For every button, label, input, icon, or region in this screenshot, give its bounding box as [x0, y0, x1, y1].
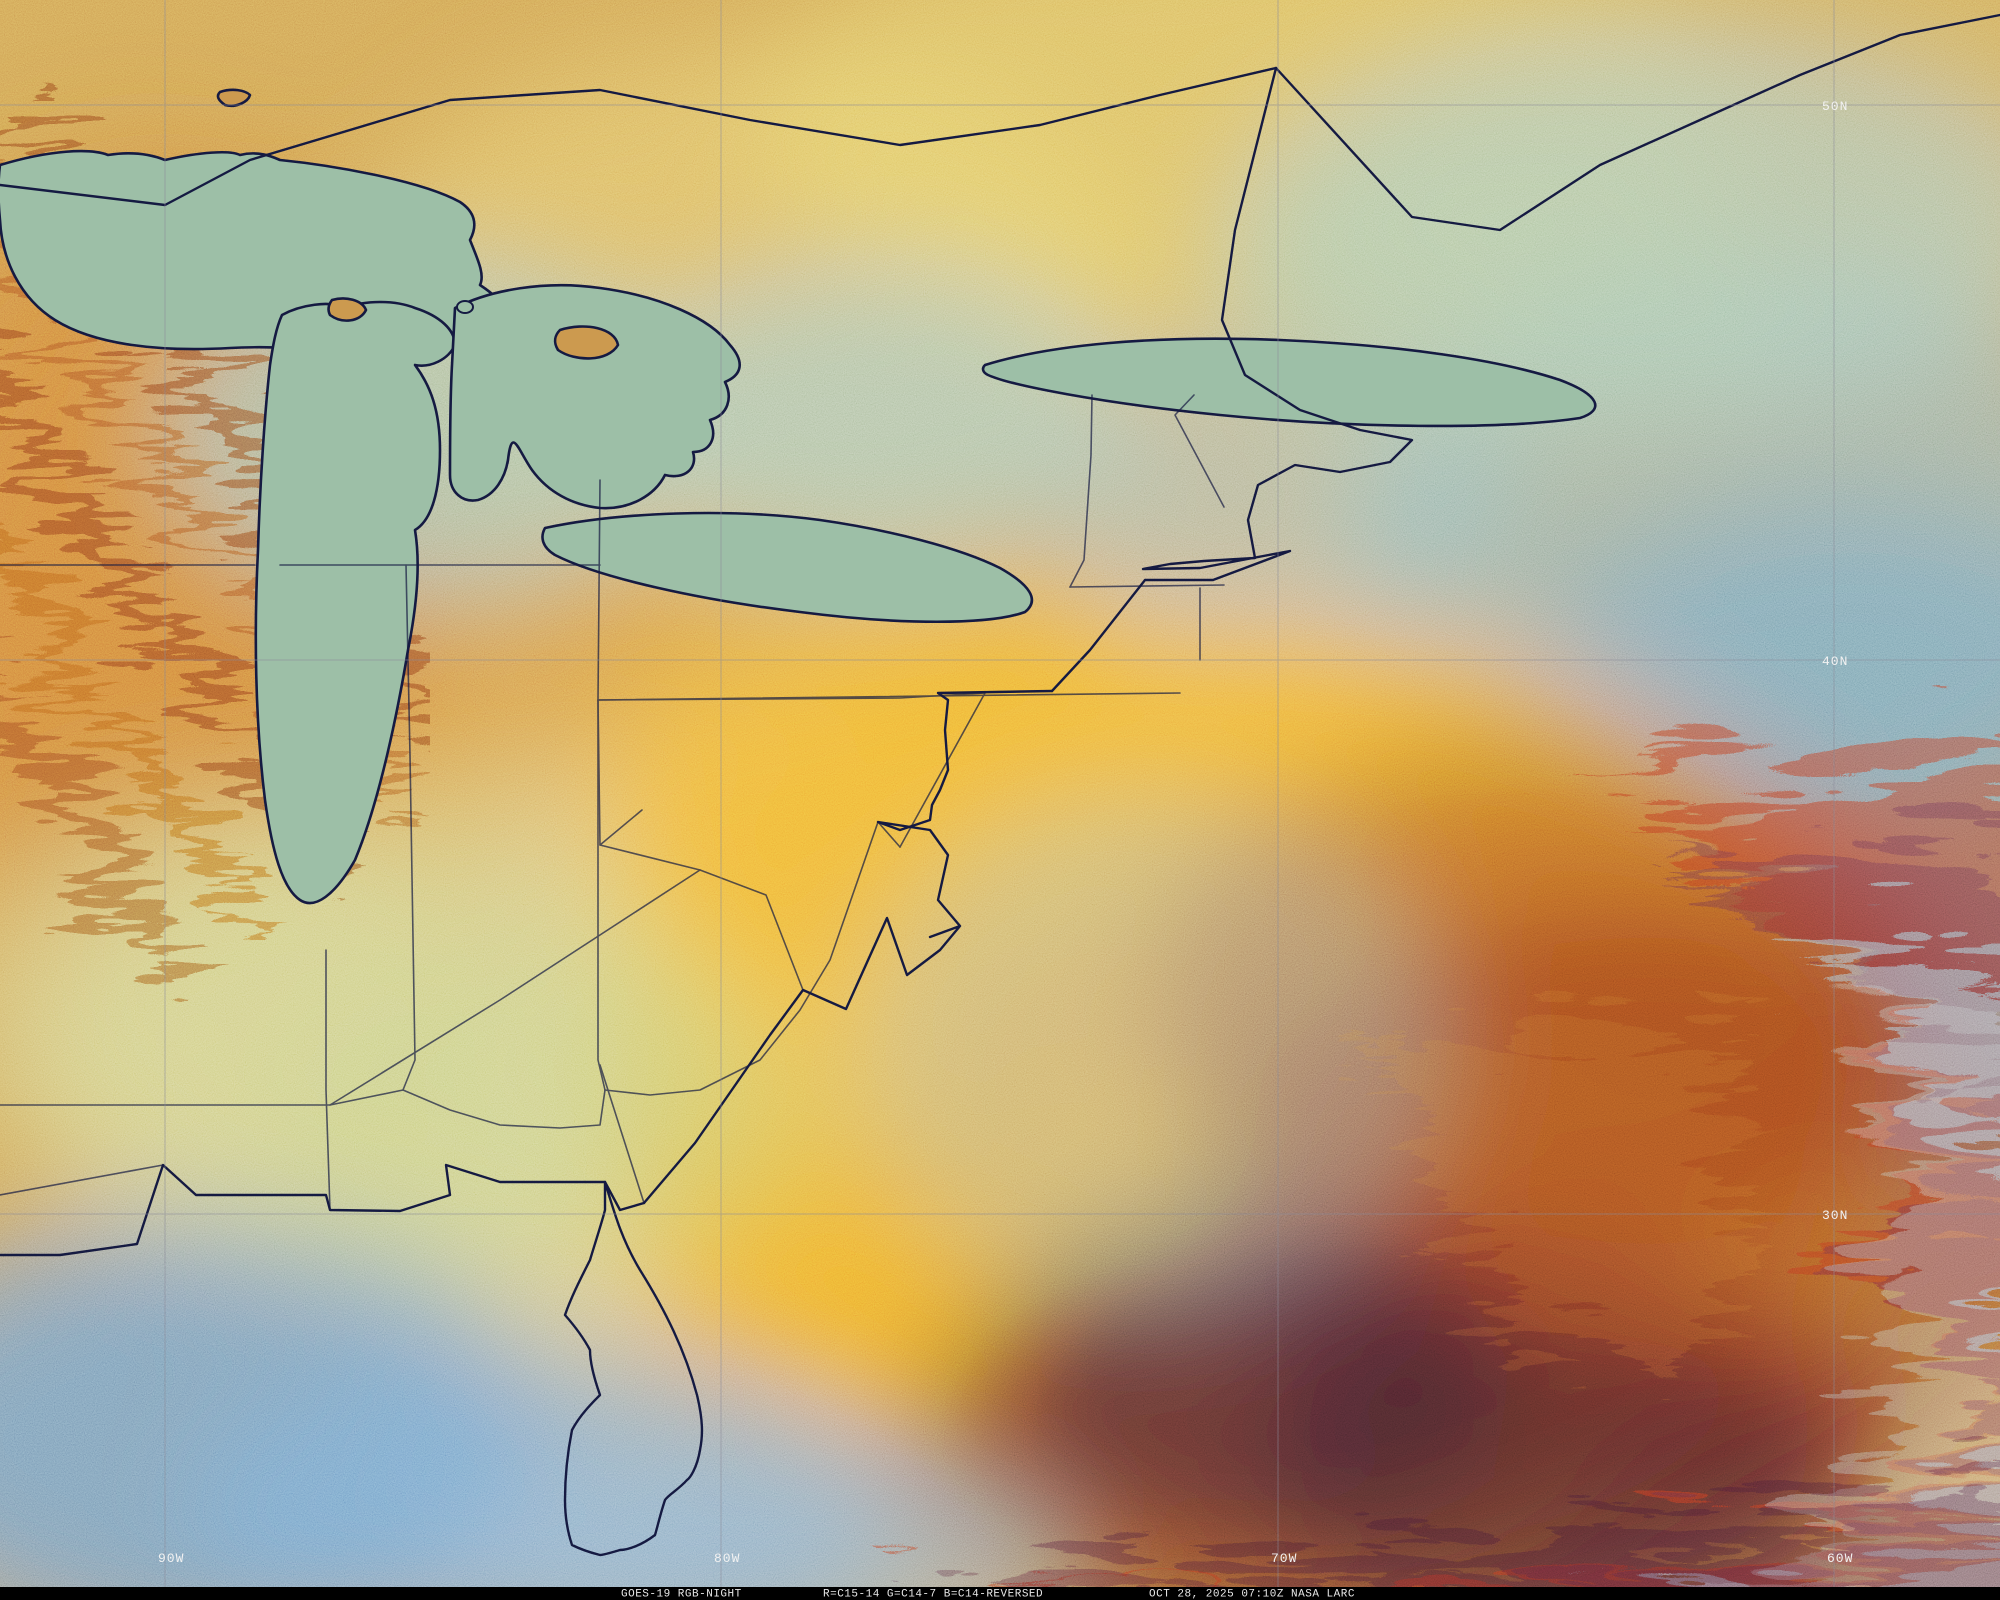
- svg-text:50N: 50N: [1822, 99, 1848, 114]
- svg-text:OCT 28, 2025 07:10Z NASA LARC: OCT 28, 2025 07:10Z NASA LARC: [1149, 1589, 1355, 1600]
- svg-text:90W: 90W: [158, 1551, 184, 1566]
- svg-text:R=C15-14 G=C14-7 B=C14-REVERSE: R=C15-14 G=C14-7 B=C14-REVERSED: [823, 1589, 1043, 1600]
- svg-text:GOES-19 RGB-NIGHT: GOES-19 RGB-NIGHT: [621, 1589, 742, 1600]
- svg-text:60W: 60W: [1827, 1551, 1853, 1566]
- svg-text:40N: 40N: [1822, 654, 1848, 669]
- svg-text:30N: 30N: [1822, 1208, 1848, 1223]
- svg-text:70W: 70W: [1271, 1551, 1297, 1566]
- svg-text:80W: 80W: [714, 1551, 740, 1566]
